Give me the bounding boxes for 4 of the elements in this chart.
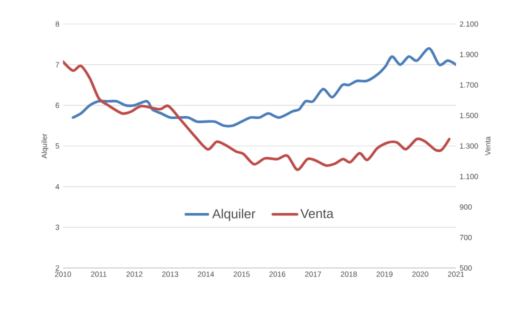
line-series bbox=[72, 47, 456, 128]
legend-label: Venta bbox=[300, 209, 334, 218]
legend-label: Alquiler bbox=[212, 208, 256, 221]
line-series bbox=[63, 60, 451, 172]
